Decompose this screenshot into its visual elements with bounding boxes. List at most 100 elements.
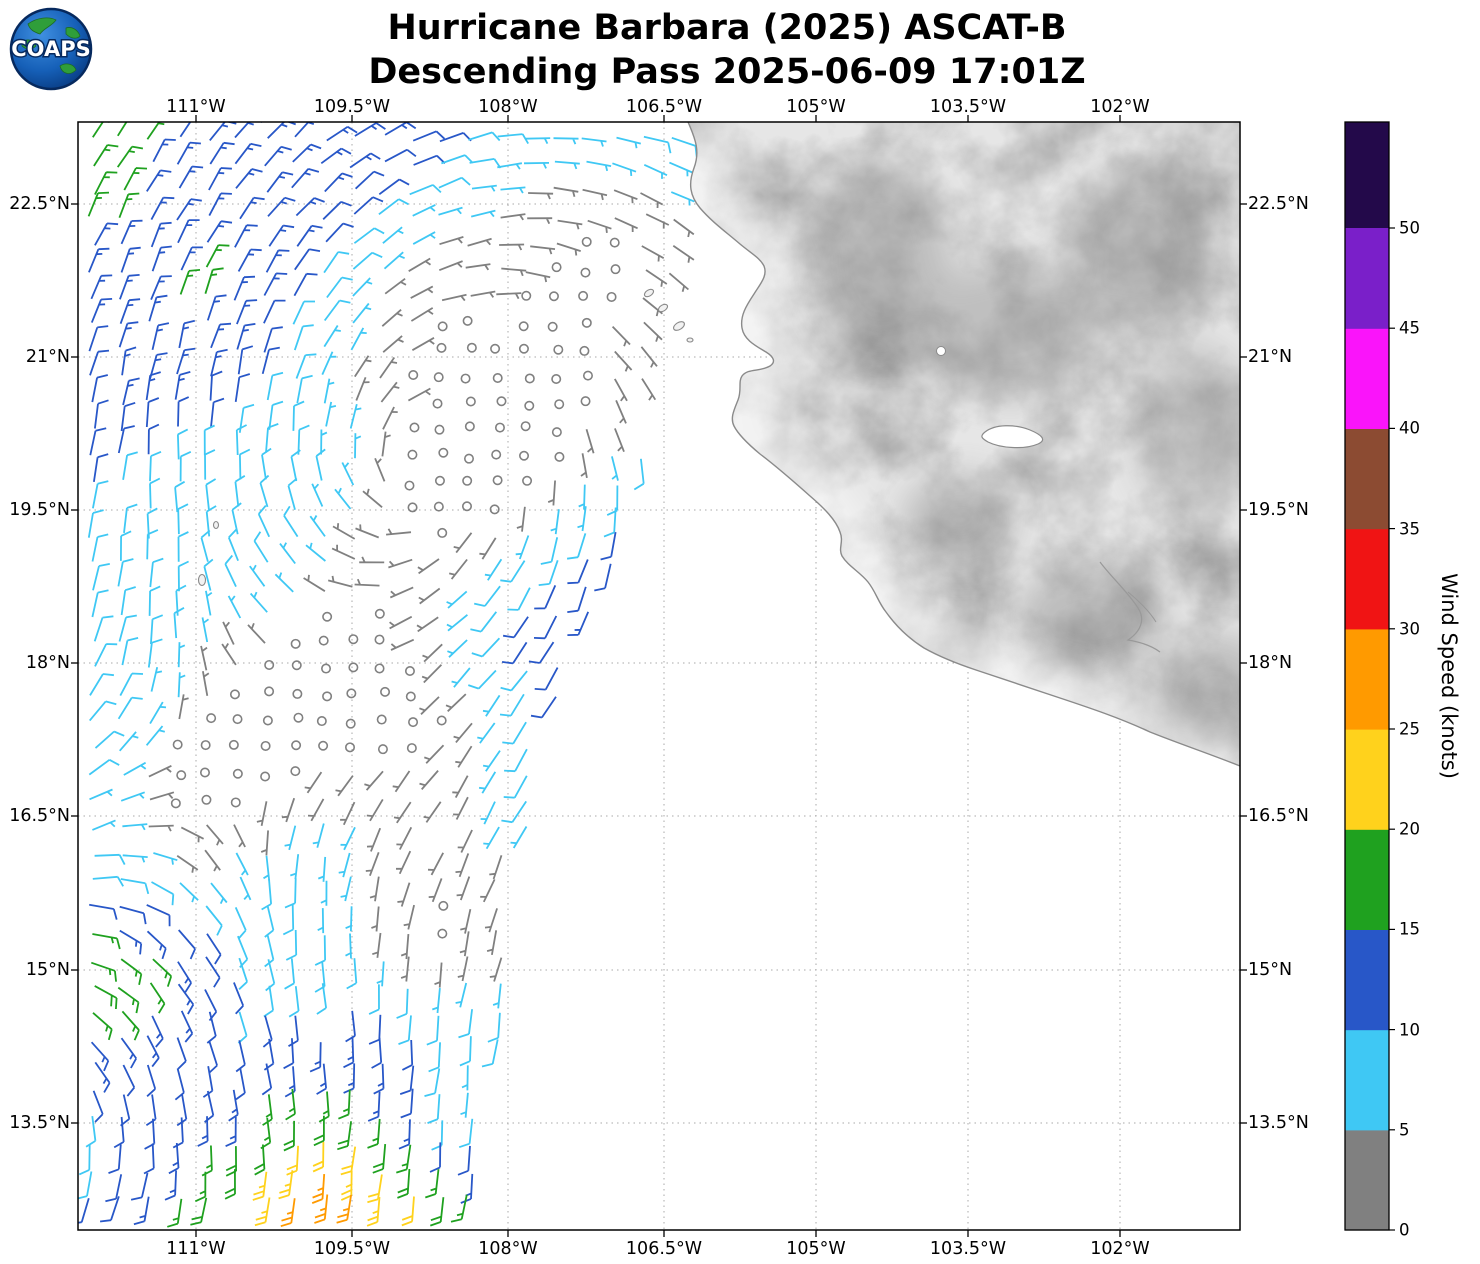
wind-barb (145, 725, 166, 746)
wind-barb (120, 1037, 137, 1069)
wind-barb (173, 607, 185, 639)
wind-barb (237, 345, 254, 375)
wind-barb (497, 133, 529, 145)
wind-barb (203, 558, 214, 591)
wind-barb (611, 325, 631, 347)
wind-barb (146, 930, 167, 960)
wind-barb (94, 222, 119, 246)
wind-barb (237, 248, 262, 272)
calm-circle (201, 794, 212, 805)
wind-barb (119, 298, 141, 325)
wind-barb (482, 750, 501, 772)
wind-barb (147, 638, 163, 668)
wind-barb (352, 251, 383, 270)
wind-barb (263, 1038, 275, 1071)
wind-barb (283, 505, 299, 538)
wind-barb (174, 480, 186, 513)
small-lake (936, 346, 946, 356)
wind-barb (426, 1015, 440, 1046)
wind-barb (208, 192, 232, 217)
wind-barb (222, 621, 235, 645)
wind-barb (120, 586, 136, 616)
wind-barb (122, 451, 138, 480)
wind-barb (445, 693, 467, 712)
wind-barb (371, 906, 380, 932)
calm-circle (316, 716, 327, 727)
calm-circle (554, 399, 565, 410)
wind-barb (364, 770, 384, 791)
colorbar-segment (1345, 829, 1389, 930)
calm-circle (374, 663, 385, 674)
wind-barb (234, 142, 262, 165)
wind-barb (530, 696, 557, 719)
wind-barb (428, 1042, 441, 1073)
wind-barb (89, 349, 110, 376)
wind-barb (500, 213, 526, 221)
wind-barb (92, 563, 110, 591)
wind-barb (411, 337, 435, 351)
wind-barb (285, 929, 298, 961)
wind-barb (149, 450, 162, 482)
wind-barb (91, 961, 117, 982)
calm-circle (232, 768, 243, 779)
wind-barb (314, 1194, 329, 1224)
wind-barb (295, 353, 317, 379)
wind-barb (412, 204, 436, 217)
calm-circle (609, 237, 620, 248)
wind-barb (233, 824, 246, 848)
wind-barb (408, 257, 432, 272)
wind-barb (178, 319, 196, 349)
wind-barb (228, 1089, 239, 1122)
wind-barb (151, 322, 170, 351)
wind-barb (206, 933, 222, 965)
calm-circle (292, 688, 303, 699)
wind-barb (176, 347, 196, 375)
wind-barb (614, 428, 625, 453)
wind-barb (501, 800, 527, 824)
calm-circle (582, 370, 593, 381)
wind-barb (502, 616, 529, 639)
wind-barb (120, 878, 150, 895)
wind-barb (292, 143, 322, 163)
wind-barb (501, 267, 527, 277)
wind-barb (582, 188, 608, 201)
wind-barb (458, 1009, 473, 1039)
wind-barb (410, 285, 434, 299)
wind-barb (263, 299, 286, 324)
plot-title-line2: Descending Pass 2025-06-09 17:01Z (368, 52, 1086, 92)
wind-barb (206, 294, 227, 321)
wind-barb (369, 876, 380, 902)
wind-barb (123, 503, 138, 534)
wind-barb (123, 761, 147, 776)
wind-barb (263, 855, 271, 881)
wind-barb (525, 271, 551, 283)
wind-barb (177, 642, 186, 668)
wind-barb (425, 1169, 440, 1199)
calm-circle (466, 342, 477, 353)
wind-barb (235, 1040, 246, 1073)
wind-barb (671, 136, 698, 157)
wind-barb (236, 299, 258, 325)
wind-barb (119, 731, 139, 752)
calm-circle (551, 262, 562, 273)
wind-barb (484, 558, 503, 581)
wind-barb (151, 881, 175, 906)
wind-barb (149, 701, 167, 725)
wind-barb (94, 171, 118, 195)
calm-circle (377, 744, 388, 755)
wind-barb (264, 905, 275, 938)
wind-barb (399, 1065, 415, 1095)
wind-barb (461, 1065, 469, 1091)
wind-barb (149, 557, 164, 588)
wind-barb (614, 350, 633, 372)
wind-barb (197, 1116, 209, 1147)
wind-barb (416, 616, 439, 633)
wind-barb (249, 591, 268, 613)
wind-barb (92, 875, 124, 887)
wind-barb (201, 1145, 213, 1177)
wind-barb (179, 269, 201, 295)
wind-barb (117, 122, 128, 137)
wind-barb (567, 559, 589, 585)
wind-barb (262, 1015, 273, 1048)
wind-barb (533, 615, 558, 640)
